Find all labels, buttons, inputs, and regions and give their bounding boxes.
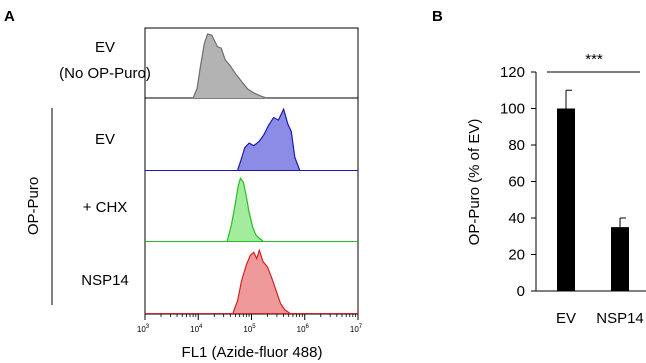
histogram-outline [226, 176, 264, 242]
significance-label: *** [585, 51, 603, 68]
x-tick-label: 105 [243, 324, 256, 334]
x-tick-label: 104 [190, 324, 203, 334]
x-tick-label: 107 [350, 324, 363, 334]
bars [557, 89, 629, 291]
x-axis-ticks: 103 104 105 106 107 [137, 314, 363, 334]
y-tick-label: 120 [500, 64, 525, 81]
histogram-tracks [145, 33, 358, 314]
y-axis-label: OP-Puro (% of EV) [466, 119, 483, 246]
histogram-outline [237, 107, 301, 171]
y-tick-label: 100 [500, 101, 525, 118]
panel-label-b: B [432, 8, 443, 25]
bar-category-labels: EV NSP14 [556, 310, 644, 327]
x-tick-label: 106 [297, 324, 310, 334]
bar [611, 227, 629, 291]
histogram-series-label: NSP14 [81, 272, 129, 289]
x-axis-label: FL1 (Azide-fluor 488) [182, 344, 323, 361]
bar-panel: 0 20 40 60 80 100 120 EV NSP14 *** OP-Puro (% o… [466, 51, 646, 327]
histogram-outline [192, 33, 267, 99]
histogram-series-label: + CHX [83, 199, 128, 216]
panel-label-a: A [4, 8, 15, 25]
histogram-area [227, 178, 264, 241]
histogram-labels: EV (No OP-Puro) EV + CHX NSP14 [59, 39, 151, 289]
y-axis-ticks: 0 20 40 60 80 100 120 [500, 64, 536, 300]
histogram-series-label: EV [95, 39, 115, 56]
histogram-area [237, 109, 300, 170]
y-tick-label: 40 [508, 210, 525, 227]
histogram-outline [232, 248, 290, 314]
y-tick-label: 0 [517, 283, 525, 300]
bar-category-label: NSP14 [596, 310, 644, 327]
y-tick-label: 60 [508, 174, 525, 191]
histogram-area [233, 250, 290, 313]
bar-category-label: EV [556, 310, 576, 327]
group-label: OP-Puro [25, 177, 42, 235]
histogram-series-sublabel: (No OP-Puro) [59, 65, 151, 82]
bar [557, 108, 575, 291]
histogram-series-label: EV [95, 131, 115, 148]
x-tick-label: 103 [137, 324, 150, 334]
y-tick-label: 20 [508, 247, 525, 264]
y-tick-label: 80 [508, 137, 525, 154]
